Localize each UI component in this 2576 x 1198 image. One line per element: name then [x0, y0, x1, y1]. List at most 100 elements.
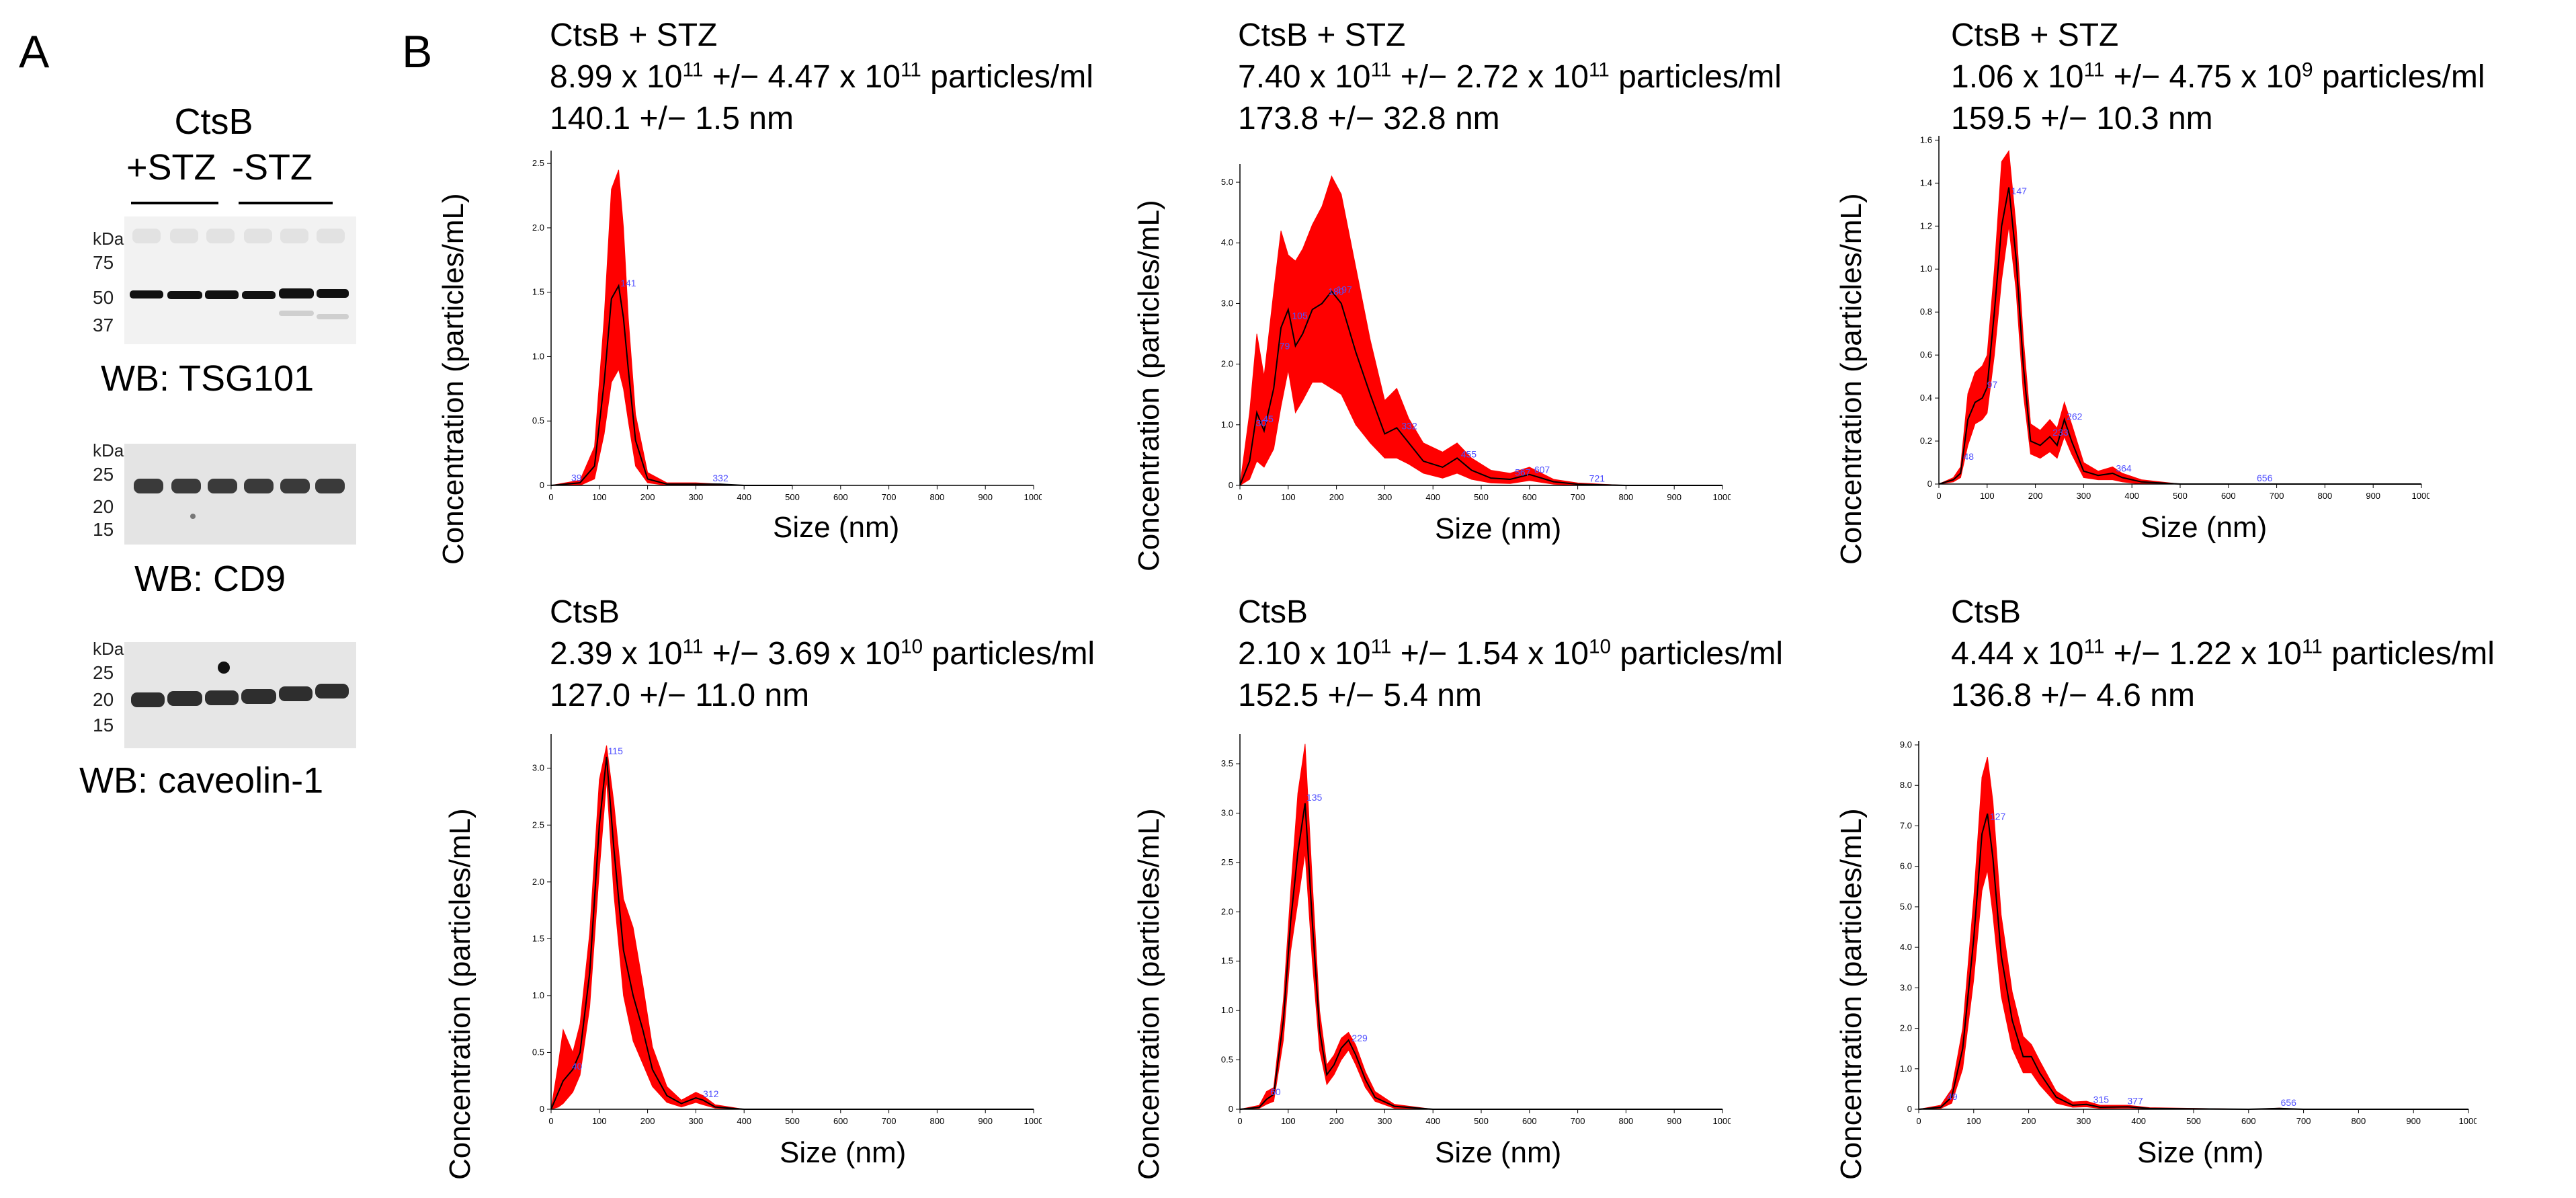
chart-5-peak-label: 49 — [1947, 1091, 1958, 1102]
chart-4-peak-label: 135 — [1306, 792, 1323, 803]
chart-4-x-tick-label: 500 — [1474, 1116, 1489, 1126]
chart-4-x-tick-label: 800 — [1619, 1116, 1634, 1126]
chart-1-y-tick-label: 5.0 — [1221, 177, 1233, 187]
chart-3-y-tick-label: 2.0 — [532, 877, 544, 887]
chart-1-x-tick-label: 200 — [1329, 492, 1344, 502]
chart-0-x-tick-label: 300 — [689, 492, 704, 502]
chart-2-x-tick-label: 100 — [1980, 491, 1995, 501]
chart-3-plot: 0 100 200 300 400 500 600 700 800 900 1000 0 0.5 1.0 1… — [532, 734, 1042, 1126]
chart-0-mean-line — [550, 284, 792, 486]
chart-4-x-tick-label: 300 — [1378, 1116, 1393, 1126]
chart-1-x-tick-label: 0 — [1237, 492, 1242, 502]
chart-1-y-tick-label: 4.0 — [1221, 237, 1233, 247]
chart-1-x-tick-label: 800 — [1619, 492, 1634, 502]
chart-5-y-tick-label: 4.0 — [1900, 942, 1912, 952]
chart-1-plot: 0 100 200 300 400 500 600 700 800 900 1000 0 1.0 2.0 3… — [1221, 164, 1731, 502]
chart-4-y-tick-label: 3.5 — [1221, 758, 1233, 768]
chart-5-y-tick-label: 1.0 — [1900, 1064, 1912, 1074]
chart-5-y-tick-label: 8.0 — [1900, 780, 1912, 790]
chart-4-x-tick-label: 1000 — [1713, 1116, 1731, 1126]
chart-4-y-tick-label: 1.5 — [1221, 956, 1233, 966]
chart-5-mean-line — [1918, 813, 2468, 1111]
chart-2-plot: 0 100 200 300 400 500 600 700 800 900 1000 0 0.2 0.4 0… — [1920, 134, 2429, 501]
chart-4-header: CtsB 2.10 x 1011 +/− 1.54 x 1010 particl… — [1238, 592, 1783, 717]
chart-0-y-tick-label: 1.5 — [532, 287, 544, 297]
chart-2-ylabel: Concentration (particles/mL) — [1835, 193, 1868, 565]
chart-2-peak-label: 147 — [2011, 186, 2028, 196]
chart-0-y-tick-label: 0 — [540, 480, 544, 490]
chart-5-x-tick-label: 300 — [2077, 1116, 2091, 1126]
chart-5-x-tick-label: 800 — [2352, 1116, 2366, 1126]
chart-1-size: 173.8 +/− 32.8 nm — [1238, 101, 1500, 136]
chart-3-y-tick-label: 0 — [540, 1104, 544, 1114]
chart-3-header: CtsB 2.39 x 1011 +/− 3.69 x 1010 particl… — [550, 592, 1095, 717]
chart-0-header: CtsB + STZ 8.99 x 1011 +/− 4.47 x 1011 p… — [550, 15, 1093, 140]
chart-5-y-tick-label: 6.0 — [1900, 861, 1912, 871]
chart-3-xlabel: Size (nm) — [780, 1136, 907, 1169]
chart-1-x-tick-label: 500 — [1474, 492, 1489, 502]
chart-1-peak-label: 45 — [1263, 413, 1274, 424]
chart-2-peak-label: 364 — [2116, 463, 2132, 473]
chart-3-y-tick-label: 3.0 — [532, 763, 544, 773]
cav1-blot-image — [124, 642, 356, 748]
chart-5-xlabel: Size (nm) — [2137, 1136, 2264, 1169]
chart-5-x-tick-label: 100 — [1966, 1116, 1981, 1126]
chart-5-peak-label: 377 — [2127, 1095, 2143, 1106]
chart-4-x-tick-label: 600 — [1522, 1116, 1537, 1126]
chart-4-y-tick-label: 2.0 — [1221, 906, 1233, 916]
chart-5-y-tick-label: 0 — [1907, 1104, 1912, 1114]
chart-0-peak-label: 39 — [571, 473, 582, 483]
chart-1-header: CtsB + STZ 7.40 x 1011 +/− 2.72 x 1011 p… — [1238, 15, 1782, 140]
chart-3-x-tick-label: 100 — [592, 1116, 607, 1126]
tsg101-caption: WB: TSG101 — [101, 358, 315, 399]
chart-3-y-tick-label: 1.0 — [532, 990, 544, 1000]
chart-4-error-band — [1239, 744, 1722, 1110]
chart-4-mean-line — [1239, 803, 1722, 1110]
chart-5-x-tick-label: 500 — [2186, 1116, 2201, 1126]
chart-1-y-tick-label: 2.0 — [1221, 359, 1233, 369]
chart-0-x-tick-label: 900 — [978, 492, 993, 502]
chart-1-x-tick-label: 1000 — [1713, 492, 1731, 502]
chart-5-x-tick-label: 600 — [2241, 1116, 2256, 1126]
chart-0-x-tick-label: 800 — [930, 492, 945, 502]
chart-4-xlabel: Size (nm) — [1435, 1136, 1562, 1169]
chart-0-x-tick-label: 0 — [548, 492, 553, 502]
chart-1-x-tick-label: 400 — [1425, 492, 1440, 502]
chart-0-peak-label: 332 — [712, 473, 729, 483]
chart-1-peak-label: 30 — [1256, 417, 1267, 428]
chart-4-y-tick-label: 3.0 — [1221, 807, 1233, 817]
chart-5-plot: 0 100 200 300 400 500 600 700 800 900 1000 0 1.0 2.0 3… — [1900, 740, 2477, 1126]
chart-0-size: 140.1 +/− 1.5 nm — [550, 101, 794, 136]
chart-0-y-tick-label: 0.5 — [532, 415, 544, 426]
chart-3-y-tick-label: 2.5 — [532, 820, 544, 830]
chart-3-peak-label: 40 — [572, 1061, 583, 1072]
chart-0-x-tick-label: 400 — [737, 492, 751, 502]
chart-4-y-tick-label: 1.0 — [1221, 1005, 1233, 1015]
chart-3-ylabel: Concentration (particles/mL) — [444, 808, 476, 1180]
chart-2-error-band — [1938, 149, 2421, 485]
chart-2-concentration: 1.06 x 1011 +/− 4.75 x 109 particles/ml — [1951, 58, 2485, 95]
chart-3-x-tick-label: 1000 — [1024, 1116, 1042, 1126]
chart-3-mean-line — [550, 756, 1034, 1110]
chart-2-x-tick-label: 800 — [2318, 491, 2333, 501]
tsg101-marker-37: 37 — [93, 315, 114, 335]
chart-5-x-tick-label: 900 — [2406, 1116, 2421, 1126]
chart-4-ylabel: Concentration (particles/mL) — [1132, 808, 1165, 1180]
chart-4-peak-label: 60 — [1270, 1086, 1281, 1097]
chart-1-concentration: 7.40 x 1011 +/− 2.72 x 1011 particles/ml — [1238, 58, 1782, 95]
chart-5-ylabel: Concentration (particles/mL) — [1835, 808, 1868, 1180]
chart-1-peak-label: 105 — [1292, 310, 1308, 321]
chart-0-x-tick-label: 700 — [882, 492, 897, 502]
chart-2-x-tick-label: 700 — [2270, 491, 2284, 501]
chart-3-x-tick-label: 700 — [882, 1116, 897, 1126]
chart-4-x-tick-label: 200 — [1329, 1116, 1344, 1126]
chart-1-y-tick-label: 0 — [1229, 480, 1233, 490]
chart-3-y-tick-label: 1.5 — [532, 933, 544, 943]
chart-5-y-tick-label: 5.0 — [1900, 902, 1912, 912]
chart-4-plot: 0 100 200 300 400 500 600 700 800 900 1000 0 0.5 1.0 1… — [1221, 734, 1731, 1126]
cav1-marker-25: 25 — [93, 662, 114, 683]
chart-0-error-band — [550, 169, 792, 486]
chart-2-y-tick-label: 1.2 — [1920, 221, 1932, 231]
chart-0-x-tick-label: 600 — [833, 492, 848, 502]
chart-3-x-tick-label: 200 — [640, 1116, 655, 1126]
